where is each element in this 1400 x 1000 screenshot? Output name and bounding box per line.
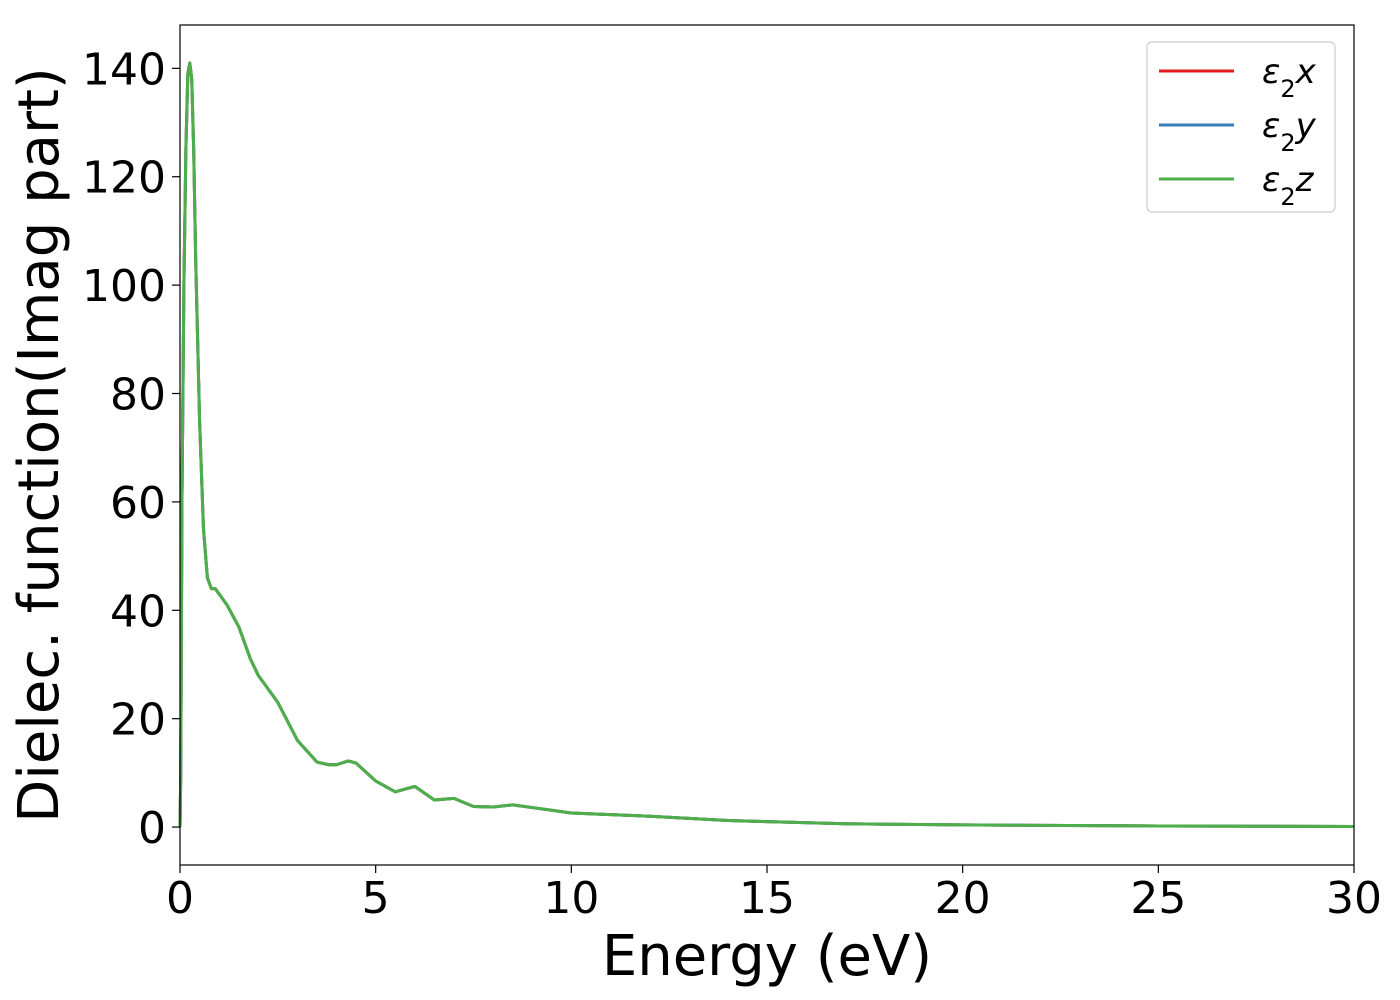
series-layer xyxy=(178,61,1355,829)
y-tick-label: 60 xyxy=(110,478,166,529)
x-tick-label: 25 xyxy=(1130,873,1186,924)
x-tick-label: 30 xyxy=(1326,873,1382,924)
x-axis-label: Energy (eV) xyxy=(602,924,932,989)
legend-box xyxy=(1146,41,1336,213)
legend-label-y: ε2y xyxy=(1262,106,1317,157)
y-tick-label: 100 xyxy=(82,261,166,312)
y-axis-label: Dielec. function(Imag part) xyxy=(7,67,72,823)
x-tick-label: 0 xyxy=(166,873,194,924)
legend-label-z: ε2z xyxy=(1262,160,1315,211)
y-tick-label: 40 xyxy=(110,586,166,637)
legend-label-x: ε2x xyxy=(1262,52,1317,103)
x-tick-label: 15 xyxy=(739,873,795,924)
x-axis-ticks: 0 5 10 15 20 25 30 xyxy=(166,865,1382,924)
y-tick-label: 80 xyxy=(110,370,166,421)
x-tick-label: 5 xyxy=(362,873,390,924)
y-tick-label: 20 xyxy=(110,695,166,746)
x-tick-label: 20 xyxy=(935,873,991,924)
series-line-z xyxy=(178,61,1355,829)
x-tick-label: 10 xyxy=(543,873,599,924)
y-tick-label: 120 xyxy=(82,153,166,204)
y-tick-label: 140 xyxy=(82,44,166,95)
y-tick-label: 0 xyxy=(138,803,166,854)
y-axis-ticks: 0 20 40 60 80 100 120 140 xyxy=(82,44,180,854)
